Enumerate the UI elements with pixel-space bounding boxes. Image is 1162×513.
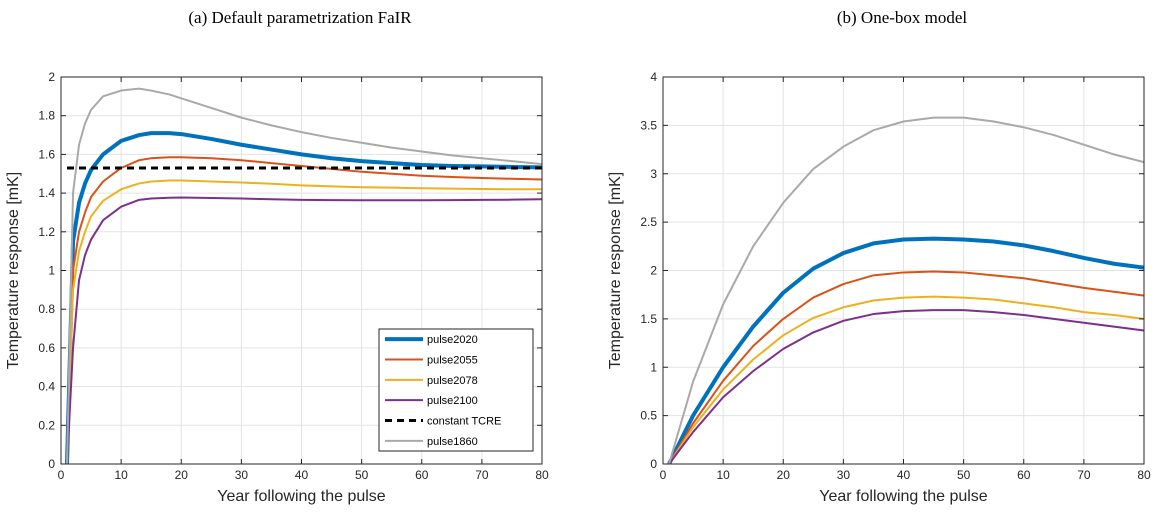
legend-box <box>378 328 534 452</box>
x-tick-label: 60 <box>1017 468 1031 482</box>
y-tick-label: 0.2 <box>38 418 55 432</box>
y-tick-label: 0.6 <box>38 341 55 355</box>
y-tick-label: 4 <box>650 70 657 84</box>
y-tick-label: 3.5 <box>640 118 657 132</box>
series-line-pulse2100 <box>668 309 1144 464</box>
y-tick-label: 0 <box>650 457 657 471</box>
series-line-pulse2055 <box>66 156 542 464</box>
x-tick-label: 80 <box>535 468 549 482</box>
x-tick-label: 50 <box>355 468 369 482</box>
x-tick-label: 20 <box>777 468 791 482</box>
y-tick-label: 0.8 <box>38 302 55 316</box>
x-tick-label: 10 <box>716 468 730 482</box>
x-tick-label: 80 <box>1137 468 1151 482</box>
panel-b: 0 10 20 30 40 50 60 70 80 0 0.5 1 1.5 2 2.5 3 3.5 4 Year f… <box>607 70 1151 505</box>
y-tick-label: 1.4 <box>38 186 55 200</box>
x-axis-label: Year following the pulse <box>819 488 988 505</box>
legend: pulse2020 pulse2055 pulse2078 pulse2100 cons… <box>378 328 534 452</box>
y-tick-label: 1.5 <box>640 312 657 326</box>
y-tick-label: 1 <box>48 264 55 278</box>
y-tick-label: 2 <box>48 70 55 84</box>
y-axis-label: Temperature response [mK] <box>607 172 624 369</box>
x-tick-label: 60 <box>415 468 429 482</box>
x-tick-label: 30 <box>837 468 851 482</box>
y-tick-label: 2.5 <box>640 215 657 229</box>
x-tick-label: 10 <box>114 468 128 482</box>
x-tick-label: 0 <box>58 468 65 482</box>
x-tick-label: 30 <box>235 468 249 482</box>
legend-label: pulse2078 <box>427 375 478 387</box>
y-tick-label: 0.5 <box>640 409 657 423</box>
series-line-pulse2020 <box>65 131 542 464</box>
legend-label: pulse2020 <box>427 334 478 346</box>
y-tick-label: 1.2 <box>38 225 55 239</box>
x-axis-label: Year following the pulse <box>217 488 386 505</box>
panel-a: 0 10 20 30 40 50 60 70 80 0 0.2 0.4 0.6 0.8 1 1.2 1.4 1.6… <box>5 70 549 505</box>
legend-label: pulse2100 <box>427 395 478 407</box>
panel-b-title: (b) One-box model <box>836 8 968 27</box>
series-line-pulse2078 <box>66 179 542 464</box>
series-line-pulse2055 <box>668 270 1144 464</box>
series-line-pulse2100 <box>66 196 542 464</box>
y-tick-label: 1.6 <box>38 147 55 161</box>
series-line-pulse2078 <box>668 295 1144 464</box>
series-line-pulse1860 <box>668 116 1144 464</box>
legend-label: pulse1860 <box>427 436 478 448</box>
series-line-pulse1860 <box>66 87 542 464</box>
x-tick-label: 40 <box>897 468 911 482</box>
x-tick-label: 0 <box>660 468 667 482</box>
panel-a-title: (a) Default parametrization FaIR <box>188 8 412 27</box>
y-tick-label: 0.4 <box>38 380 55 394</box>
y-tick-label: 3 <box>650 167 657 181</box>
legend-label: constant TCRE <box>427 416 501 428</box>
x-tick-label: 20 <box>175 468 189 482</box>
y-axis-label: Temperature response [mK] <box>5 172 22 369</box>
y-tick-label: 1 <box>650 360 657 374</box>
y-tick-label: 2 <box>650 264 657 278</box>
series-line-pulse2020 <box>667 236 1144 464</box>
x-tick-label: 70 <box>1077 468 1091 482</box>
x-tick-label: 70 <box>475 468 489 482</box>
x-tick-label: 40 <box>295 468 309 482</box>
y-tick-label: 1.8 <box>38 109 55 123</box>
y-tick-label: 0 <box>48 457 55 471</box>
x-tick-label: 50 <box>957 468 971 482</box>
legend-label: pulse2055 <box>427 355 478 367</box>
